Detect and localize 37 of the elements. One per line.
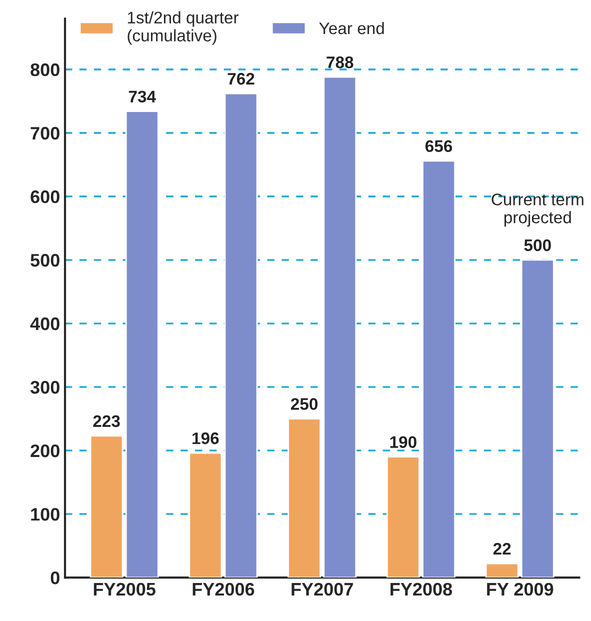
bar — [224, 92, 258, 578]
bar — [422, 160, 456, 578]
y-tick-label: 0 — [50, 571, 60, 584]
bar — [323, 76, 357, 578]
bar — [485, 562, 519, 578]
legend-label: Year end — [319, 22, 384, 34]
bar — [188, 452, 222, 578]
x-tick-label: FY 2009 — [487, 582, 554, 596]
x-tick-label: FY2008 — [390, 582, 452, 596]
y-tick-label: 500 — [30, 254, 60, 267]
bar — [90, 435, 124, 578]
bar — [386, 456, 420, 578]
data-label: 500 — [524, 239, 551, 252]
y-tick-label: 400 — [30, 317, 60, 330]
x-tick-label: FY2006 — [192, 582, 254, 596]
data-label: 196 — [192, 432, 219, 444]
data-label: 788 — [326, 56, 354, 68]
bar — [288, 418, 322, 578]
data-label: 656 — [425, 140, 452, 152]
bar — [125, 110, 159, 578]
x-tick-label: FY2007 — [292, 582, 353, 596]
legend-label: 1st/2nd quarter (cumulative) — [128, 11, 239, 45]
bar — [520, 259, 554, 578]
data-label: 250 — [290, 398, 318, 410]
y-tick-label: 600 — [30, 190, 60, 204]
data-label: 190 — [390, 436, 416, 448]
y-tick-label: 100 — [31, 508, 60, 521]
x-tick-label: FY2005 — [94, 582, 156, 596]
y-tick-label: 800 — [30, 63, 60, 76]
data-label: 762 — [228, 72, 254, 85]
y-tick-label: 200 — [30, 444, 60, 458]
annotation: Current term projected — [492, 194, 584, 227]
data-label: 734 — [128, 90, 156, 103]
y-tick-label: 700 — [30, 126, 60, 140]
y-tick-label: 300 — [30, 380, 60, 394]
data-label: 223 — [93, 415, 120, 428]
data-label: 22 — [493, 542, 511, 555]
